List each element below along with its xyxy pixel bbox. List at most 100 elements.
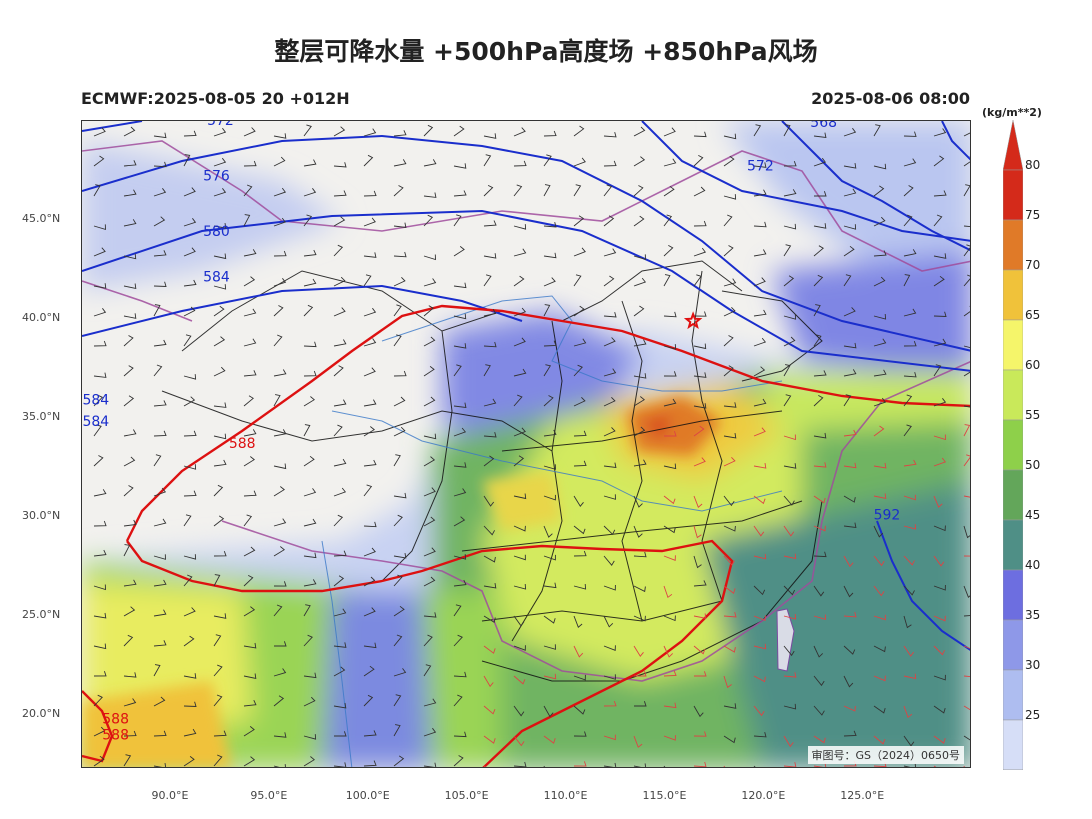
wind-barb <box>603 734 616 741</box>
wind-barb <box>453 755 464 767</box>
wind-barb <box>333 216 346 227</box>
colorbar-tick-label: 75 <box>1025 208 1041 222</box>
wind-barb <box>483 431 497 438</box>
wind-barb <box>423 192 437 198</box>
wind-barb <box>664 431 677 437</box>
wind-barb <box>693 274 702 287</box>
wind-barb <box>453 343 467 349</box>
wind-barb <box>813 395 824 407</box>
wind-barb <box>213 515 225 527</box>
wind-barb <box>243 370 257 377</box>
wind-barb <box>423 305 434 317</box>
colorbar-unit: (kg/m**2) <box>982 106 1042 119</box>
wind-barb <box>873 585 885 597</box>
colorbar-segment <box>1003 269 1023 321</box>
wind-barb <box>483 675 494 688</box>
wind-barb <box>93 520 107 527</box>
wind-barb <box>213 459 227 467</box>
wind-barb <box>603 396 616 407</box>
wind-barb <box>813 334 822 347</box>
wind-barb <box>333 162 347 168</box>
wind-barb <box>183 464 197 470</box>
wind-barb <box>543 252 557 259</box>
wind-barb <box>933 615 946 622</box>
wind-barb <box>723 278 737 287</box>
wind-barb <box>933 584 946 591</box>
wind-barb <box>843 188 857 197</box>
wind-barb <box>153 188 167 197</box>
colorbar-segment <box>1003 669 1023 721</box>
wind-barb <box>903 705 913 719</box>
wind-barb <box>393 492 407 499</box>
wind-barb <box>123 456 136 467</box>
wind-barb <box>453 554 467 560</box>
chart-title: 整层可降水量 +500hPa高度场 +850hPa风场 <box>274 37 818 66</box>
wind-barb <box>543 494 556 501</box>
wind-barb <box>123 730 137 737</box>
wind-barb <box>933 311 947 317</box>
wind-barb <box>273 486 285 497</box>
wind-barb <box>903 308 917 317</box>
wind-barb <box>93 671 107 677</box>
colorbar <box>1003 120 1023 770</box>
wind-barb <box>393 222 407 229</box>
wind-barb <box>483 364 491 377</box>
wind-barb <box>303 341 317 348</box>
wind-barb <box>813 304 821 317</box>
weather-map[interactable]: 572576580584568572584584592588588588 审图号… <box>81 120 971 768</box>
contour-label: 580 <box>203 224 230 240</box>
wind-barb <box>783 553 797 560</box>
wind-barb <box>573 274 582 287</box>
wind-barb <box>273 546 285 557</box>
wind-barb <box>723 133 737 140</box>
wind-barb <box>633 585 646 593</box>
wind-barb <box>93 694 103 707</box>
wind-barb <box>963 645 970 649</box>
wind-barb <box>663 670 677 677</box>
wind-barb <box>513 615 525 627</box>
wind-barb <box>843 645 856 655</box>
wind-barb <box>663 495 676 505</box>
colorbar-segment <box>1003 319 1023 371</box>
wind-barb <box>483 705 496 715</box>
wind-barb <box>693 731 707 737</box>
lon-tick-label: 115.0°E <box>642 789 687 802</box>
wind-barb <box>123 429 137 437</box>
wind-barb <box>393 159 407 167</box>
wind-barb <box>393 130 407 137</box>
wind-barb <box>153 696 166 707</box>
wind-barb <box>303 552 317 559</box>
wind-barb <box>573 215 585 227</box>
wind-barb <box>243 456 255 467</box>
wind-barb <box>153 339 167 347</box>
wind-barb <box>243 214 251 227</box>
wind-barb <box>93 424 102 437</box>
wind-barb <box>693 311 707 317</box>
wind-barb <box>483 398 497 407</box>
wind-barb <box>783 189 797 197</box>
wind-barb <box>153 518 167 527</box>
wind-barb <box>633 763 647 767</box>
wind-barb <box>363 694 374 707</box>
wind-barb <box>273 463 287 470</box>
wind-barb <box>603 275 615 287</box>
wind-barb <box>933 735 946 744</box>
lon-tick-label: 125.0°E <box>840 789 885 802</box>
wind-barb <box>783 394 792 407</box>
wind-barb <box>663 555 676 561</box>
wind-barb <box>153 454 162 467</box>
wind-barb <box>723 611 737 618</box>
wind-barb <box>843 611 857 618</box>
wind-barb <box>633 396 645 407</box>
wind-barb <box>153 304 161 317</box>
wind-barb <box>183 430 197 437</box>
wind-barb <box>693 131 707 138</box>
wind-barb <box>423 664 432 677</box>
wind-barb <box>513 583 527 590</box>
wind-barb <box>363 190 377 197</box>
wind-barb <box>723 555 735 566</box>
wind-barb <box>903 494 916 501</box>
wind-barb <box>273 250 287 257</box>
wind-barb <box>453 427 467 437</box>
wind-barb <box>93 308 107 317</box>
